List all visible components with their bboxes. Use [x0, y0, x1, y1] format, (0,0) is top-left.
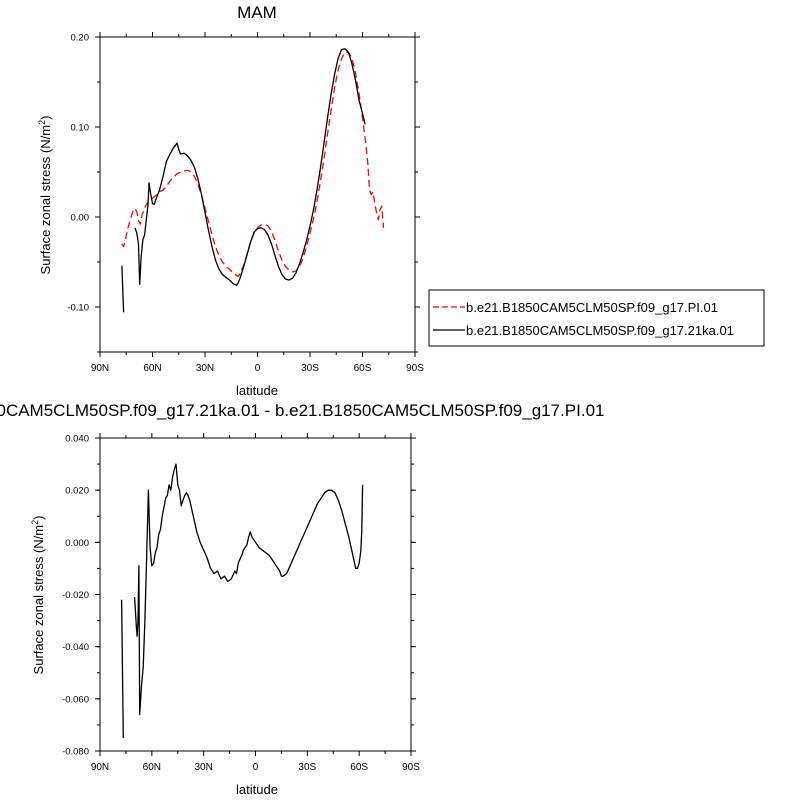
- legend-label-21ka: b.e21.B1850CAM5CLM50SP.f09_g17.21ka.01: [466, 323, 734, 338]
- legend-label-pi: b.e21.B1850CAM5CLM50SP.f09_g17.PI.01: [466, 300, 718, 315]
- chart-difference-x-tick-label: 30S: [298, 762, 316, 773]
- chart-difference-y-axis-label-sup: 2: [30, 520, 40, 525]
- chart-difference-series-line-1-segment-2: [133, 463, 364, 716]
- chart-mam-series-line-2-segment-1: [121, 265, 125, 313]
- chart-mam-title: MAM: [237, 3, 277, 22]
- chart-difference-y-tick-label: 0.000: [65, 538, 89, 549]
- chart-difference-title: b.e21.B1850CAM5CLM50SP.f09_g17.21ka.01 -…: [0, 401, 604, 420]
- chart-mam-y-tick-label: 0.20: [71, 33, 90, 44]
- chart-mam: MAM 90N 60N 30N 0 30S 60S 90S 0.20 0.10 0.00 -0.10…: [37, 3, 765, 398]
- chart-difference-y-tick-label: -0.060: [62, 694, 89, 705]
- chart-mam-y-tick-label: 0.00: [71, 213, 90, 224]
- chart-mam-x-axis-label: latitude: [236, 383, 278, 398]
- chart-mam-x-tick-label: 90N: [91, 363, 109, 374]
- chart-mam-y-axis-label-main: Surface zonal stress (N/m: [38, 125, 53, 275]
- chart-difference-x-tick-label: 60N: [143, 762, 161, 773]
- chart-mam-y-axis-label-end: ): [38, 116, 53, 120]
- chart-mam-x-tick-label: 60N: [143, 363, 161, 374]
- chart-difference-axes: 90N 60N 30N 0 30S 60S 90S 0.040 0.020 0.000 -0.020…: [62, 433, 420, 773]
- chart-difference-y-tick-label: 0.020: [65, 486, 89, 497]
- chart-difference-y-tick-label: 0.040: [65, 434, 89, 445]
- chart-mam-y-tick-label: -0.10: [67, 303, 89, 314]
- chart-difference-x-tick-label: 90S: [402, 762, 420, 773]
- chart-mam-plot-frame: [99, 36, 416, 353]
- chart-mam-x-tick-label: 90S: [406, 363, 424, 374]
- chart-mam-x-tick-label: 0: [255, 363, 261, 374]
- chart-difference-x-axis-label: latitude: [236, 782, 278, 797]
- chart-difference-series-line-1-segment-1: [120, 599, 124, 739]
- chart-difference-y-tick-label: -0.020: [62, 590, 89, 601]
- chart-difference-x-tick-label: 30N: [194, 762, 212, 773]
- legend-box: [428, 289, 765, 347]
- chart-mam-y-axis-label-sup: 2: [37, 120, 47, 125]
- chart-difference-y-axis-label-main: Surface zonal stress (N/m: [31, 525, 46, 675]
- chart-difference-y-axis-label: Surface zonal stress (N/m2): [30, 516, 46, 675]
- chart-mam-legend: b.e21.B1850CAM5CLM50SP.f09_g17.PI.01 b.e…: [428, 289, 765, 347]
- chart-difference-y-tick-label: -0.080: [62, 747, 89, 758]
- chart-difference-series: [120, 463, 364, 739]
- chart-mam-y-axis-label: Surface zonal stress (N/m2): [37, 116, 53, 275]
- chart-mam-series-line-1-segment-1: [121, 51, 385, 278]
- chart-mam-x-tick-label: 30S: [301, 363, 319, 374]
- chart-mam-axes: 90N 60N 30N 0 30S 60S 90S 0.20 0.10 0.00 -0.10: [67, 32, 424, 374]
- chart-difference-y-tick-label: -0.040: [62, 642, 89, 653]
- chart-difference-x-tick-label: 60S: [350, 762, 368, 773]
- chart-mam-y-tick-label: 0.10: [71, 123, 90, 134]
- chart-difference: b.e21.B1850CAM5CLM50SP.f09_g17.21ka.01 -…: [0, 401, 604, 797]
- chart-mam-x-tick-label: 60S: [354, 363, 372, 374]
- chart-difference-y-axis-label-end: ): [31, 516, 46, 520]
- chart-mam-series: [121, 48, 385, 313]
- chart-difference-x-tick-label: 90N: [91, 762, 109, 773]
- chart-mam-series-line-2-segment-2: [134, 48, 366, 287]
- chart-difference-plot-frame: [99, 437, 412, 752]
- chart-difference-x-tick-label: 0: [253, 762, 259, 773]
- chart-mam-x-tick-label: 30N: [196, 363, 214, 374]
